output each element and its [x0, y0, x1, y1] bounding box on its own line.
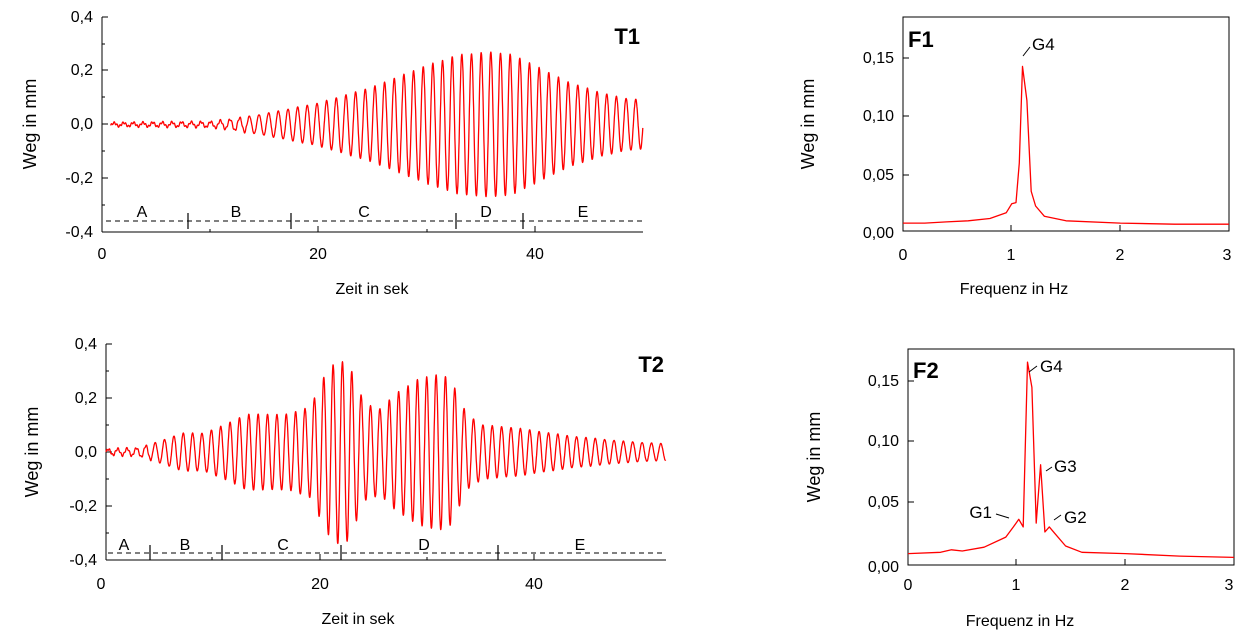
f2-xtick-label: 3 [1225, 577, 1234, 594]
t2-ytick-label: -0,2 [69, 498, 97, 515]
f1-plot-frame [902, 16, 1230, 232]
f1-xtick-label: 2 [1116, 247, 1125, 264]
t2-x-axis-label: Zeit in sek [322, 611, 396, 628]
t2-y-axis-label: Weg in mm [22, 407, 42, 498]
t1-x-axis-label: Zeit in sek [336, 281, 410, 298]
t1-phase-label-B: B [231, 204, 242, 221]
f2-panel-label: F2 [913, 358, 939, 383]
f2-g3-leader [1045, 466, 1053, 472]
t2-phase-label-E: E [575, 537, 586, 554]
t1-xtick-label: 20 [309, 246, 327, 263]
t1-ytick-label: -0,2 [65, 170, 93, 187]
t1-phase-label-A: A [137, 204, 148, 221]
f2-plot-frame [907, 348, 1235, 566]
f1-xtick-label: 0 [899, 247, 908, 264]
t2-signal-line [105, 361, 667, 545]
f2-y-axis-label: Weg in mm [804, 412, 824, 503]
f2-ytick-label: 0,00 [868, 559, 899, 576]
f2-xtick-label: 0 [904, 577, 913, 594]
t1-y-axis-label: Weg in mm [20, 79, 40, 170]
f2-peak-label-G2: G2 [1064, 508, 1087, 527]
f1-xtick-label: 1 [1007, 247, 1016, 264]
f1-panel-label: F1 [908, 27, 934, 52]
t1-xtick-label: 0 [98, 246, 107, 263]
f2-g1-leader [995, 513, 1010, 519]
t2-ytick-label: 0,4 [75, 336, 97, 353]
f2-peak-label-G4: G4 [1040, 357, 1063, 376]
f1-ytick-label: 0,00 [863, 225, 894, 242]
f2-g4-leader [1028, 365, 1038, 373]
f1-ytick-label: 0,15 [863, 50, 894, 67]
f2-xtick-label: 2 [1121, 577, 1130, 594]
t1-ytick-label: 0,2 [71, 62, 93, 79]
t2-xtick-label: 40 [525, 576, 543, 593]
t1-ytick-label: -0,4 [65, 224, 93, 241]
t2-ytick-label: 0,2 [75, 390, 97, 407]
f1-g4-leader [1022, 46, 1031, 57]
t2-phase-label-C: C [277, 537, 289, 554]
panel-T1: 0,4 0,2 0,0 -0,2 -0,4 0 20 40 Zeit in se… [20, 9, 644, 298]
t1-signal-line [110, 51, 644, 198]
t1-phase-label-E: E [578, 204, 589, 221]
t2-xtick-label: 0 [97, 576, 106, 593]
t2-ytick-label: 0,0 [75, 444, 97, 461]
f2-ytick-label: 0,15 [868, 373, 899, 390]
f2-ytick-label: 0,10 [868, 433, 899, 450]
t1-phase-label-D: D [480, 204, 492, 221]
t2-ytick-label: -0,4 [69, 552, 97, 569]
f1-xtick-label: 3 [1223, 247, 1232, 264]
f2-ytick-label: 0,05 [868, 494, 899, 511]
t1-xtick-label: 40 [526, 246, 544, 263]
f1-ytick-label: 0,10 [863, 108, 894, 125]
f1-peak-label-G4: G4 [1032, 35, 1055, 54]
panel-T2: 0,4 0,2 0,0 -0,2 -0,4 0 20 40 Zeit in se… [22, 336, 667, 628]
f2-peak-label-G1: G1 [969, 503, 992, 522]
t1-panel-label: T1 [614, 24, 640, 49]
t2-phase-label-A: A [119, 537, 130, 554]
t1-ytick-label: 0,4 [71, 9, 93, 26]
t1-phase-label-C: C [358, 204, 370, 221]
f1-spectrum-line [903, 65, 1229, 225]
panel-F2: 0,15 0,10 0,05 0,00 0 1 2 3 Frequenz in … [804, 348, 1235, 630]
panel-F1: 0,15 0,10 0,05 0,00 0 1 2 3 Frequenz in … [798, 16, 1232, 298]
f2-spectrum-line [907, 361, 1235, 559]
f2-peak-label-G3: G3 [1054, 457, 1077, 476]
t2-panel-label: T2 [638, 352, 664, 377]
f1-y-axis-label: Weg in mm [798, 79, 818, 170]
f1-x-axis-label: Frequenz in Hz [960, 281, 1069, 298]
f1-ytick-label: 0,05 [863, 167, 894, 184]
f2-x-axis-label: Frequenz in Hz [966, 613, 1075, 630]
t2-phase-label-D: D [418, 537, 430, 554]
f2-g2-leader [1053, 514, 1062, 521]
t1-ytick-label: 0,0 [71, 116, 93, 133]
t2-phase-label-B: B [180, 537, 191, 554]
f2-xtick-label: 1 [1012, 577, 1021, 594]
t2-xtick-label: 20 [311, 576, 329, 593]
